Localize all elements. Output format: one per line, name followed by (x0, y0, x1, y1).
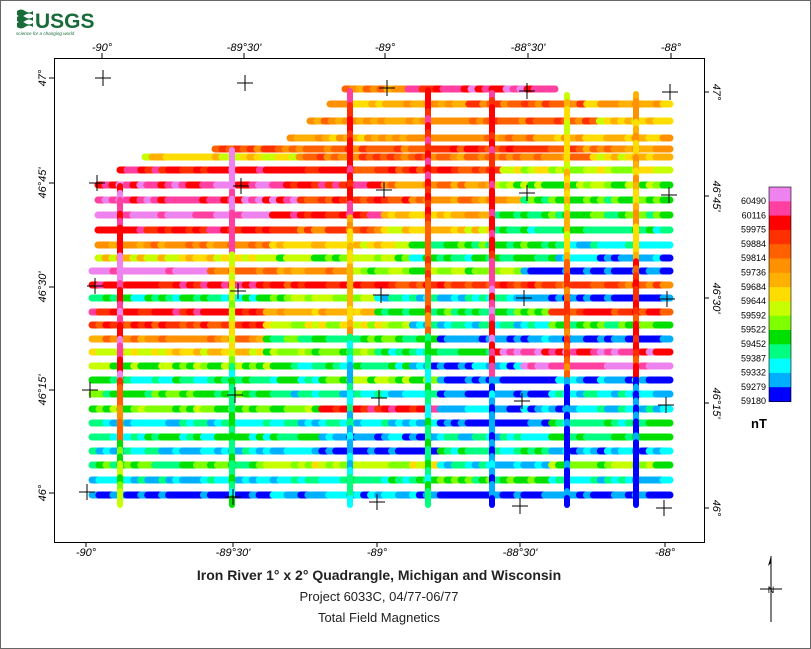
legend-break-label: 59387 (741, 353, 766, 363)
legend-break-label: 59592 (741, 310, 766, 320)
legend-break-label: 59522 (741, 325, 766, 335)
legend-swatch (769, 215, 791, 231)
map-title: Iron River 1° x 2° Quadrangle, Michigan … (196, 567, 562, 583)
lon-label-top-5: -88° (661, 42, 682, 54)
legend-border (768, 186, 792, 402)
legend-break-label: 59180 (741, 396, 766, 406)
legend-break-label: 60490 (741, 196, 766, 206)
legend-swatch (769, 387, 791, 402)
legend-break-label: 59452 (741, 339, 766, 349)
legend-swatch (769, 244, 791, 259)
north-label: N (768, 585, 775, 595)
usgs-logo: USGS science for a changing world (16, 9, 95, 36)
north-arrow: N (760, 556, 782, 622)
lat-label-left-1: 47° (37, 69, 49, 86)
lat-label-right-1: 47° (710, 84, 722, 101)
legend-swatch (769, 287, 791, 302)
legend-unit: nT (751, 416, 767, 431)
lat-label-right-2: 46°45' (710, 181, 722, 213)
lon-label-top-4: -88°30' (511, 42, 547, 54)
lon-label-bottom-4: -88°30' (503, 547, 539, 559)
map-subtitle: Project 6033C, 04/77-06/77 (299, 589, 459, 604)
usgs-wordmark: USGS (35, 10, 95, 33)
map-frame (54, 58, 705, 543)
lat-label-left-4: 46°15' (37, 374, 49, 406)
legend-break-label: 59644 (741, 296, 766, 306)
legend-swatch (769, 187, 791, 202)
lon-label-top-3: -89° (375, 42, 396, 54)
legend-swatch (769, 229, 791, 245)
lat-label-left-5: 46° (37, 484, 49, 501)
legend-swatch (769, 330, 791, 345)
lat-label-right-3: 46°30' (710, 283, 722, 315)
legend-swatch (769, 315, 791, 331)
color-legend: 60490 60116 59975 59884 59814 59736 59684 59644… (741, 186, 792, 406)
lat-label-left-3: 46°30' (37, 271, 49, 303)
legend-break-label: 59684 (741, 282, 766, 292)
legend-break-label: 59332 (741, 368, 766, 378)
legend-swatch (769, 272, 791, 288)
legend-break-label: 59975 (741, 225, 766, 235)
lon-label-top-1: -90° (92, 42, 113, 54)
legend-swatch (769, 358, 791, 374)
lat-label-left-2: 46°45' (37, 167, 49, 199)
flight-lines (88, 85, 674, 508)
legend-break-label: 60116 (742, 210, 766, 220)
lat-label-right-5: 46° (710, 500, 722, 517)
legend-break-label: 59884 (741, 239, 766, 249)
lat-label-right-4: 46°15' (710, 388, 722, 420)
axis-ticks (49, 53, 709, 547)
legend-swatch (769, 201, 791, 217)
lon-label-bottom-2: -89°30' (216, 547, 252, 559)
lon-label-bottom-1: -90° (76, 547, 97, 559)
legend-swatch (769, 372, 791, 388)
lon-label-top-2: -89°30' (227, 42, 263, 54)
lon-label-bottom-3: -89° (367, 547, 388, 559)
usgs-tagline: science for a changing world (16, 31, 75, 36)
graticule-crosses (79, 70, 678, 516)
legend-break-label: 59279 (741, 382, 766, 392)
legend-break-label: 59736 (741, 268, 766, 278)
legend-swatch (769, 258, 791, 274)
map-subtitle-2: Total Field Magnetics (317, 610, 441, 625)
legend-swatch (769, 301, 791, 317)
lon-label-bottom-5: -88° (655, 547, 676, 559)
legend-break-label: 59814 (741, 253, 766, 263)
legend-swatch (769, 344, 791, 360)
